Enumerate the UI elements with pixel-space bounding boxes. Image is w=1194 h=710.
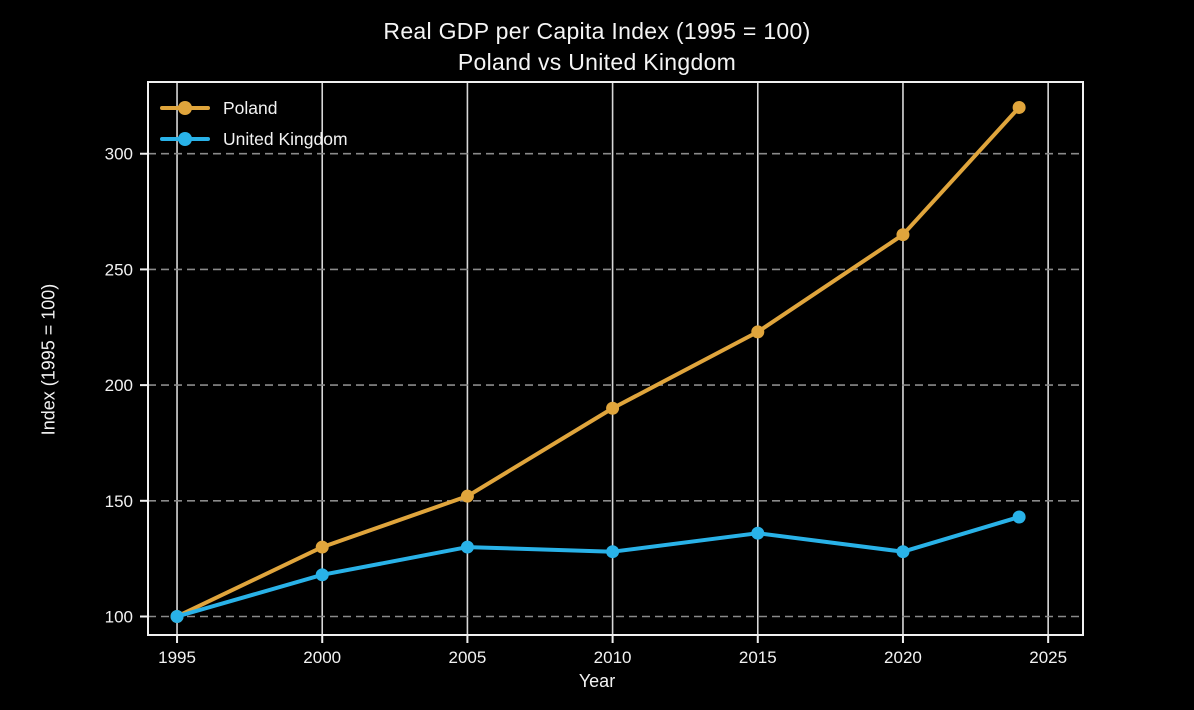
data-point-poland [1012, 100, 1026, 114]
legend-label: Poland [223, 97, 278, 118]
legend-label: United Kingdom [223, 128, 348, 149]
legend-item-united-kingdom: United Kingdom [160, 126, 348, 152]
chart-legend: Poland United Kingdom [160, 95, 348, 152]
x-tick-label: 1995 [158, 648, 196, 667]
x-tick-label: 2005 [448, 648, 486, 667]
legend-marker-icon [160, 101, 210, 115]
data-point-poland [606, 401, 620, 415]
data-point-united-kingdom [751, 526, 765, 540]
y-tick-label: 250 [105, 260, 133, 279]
data-point-united-kingdom [896, 545, 910, 559]
chart-title-line1: Real GDP per Capita Index (1995 = 100) [383, 18, 811, 44]
chart-title: Real GDP per Capita Index (1995 = 100) P… [0, 16, 1194, 78]
chart-title-line2: Poland vs United Kingdom [457, 49, 737, 75]
legend-marker-icon [160, 132, 210, 146]
axes-spine [147, 81, 1084, 636]
data-point-poland [896, 228, 910, 242]
data-point-united-kingdom [1012, 510, 1026, 524]
x-tick-label: 2025 [1029, 648, 1067, 667]
data-point-poland [315, 540, 329, 554]
y-tick-label: 150 [105, 492, 133, 511]
x-tick-label: 2010 [594, 648, 632, 667]
y-tick-label: 300 [105, 145, 133, 164]
series-line-poland [175, 105, 1022, 619]
series-line-united-kingdom [175, 514, 1022, 619]
legend-item-poland: Poland [160, 95, 348, 121]
data-point-poland [460, 489, 474, 503]
x-tick-label: 2015 [739, 648, 777, 667]
y-tick-label: 200 [105, 376, 133, 395]
data-point-united-kingdom [315, 568, 329, 582]
data-point-united-kingdom [460, 540, 474, 554]
y-tick-label: 100 [105, 607, 133, 626]
y-axis-label: Index (1995 = 100) [38, 283, 59, 436]
x-axis-label: Year [578, 671, 616, 691]
data-point-united-kingdom [606, 545, 620, 559]
x-tick-label: 2000 [303, 648, 341, 667]
data-point-united-kingdom [170, 609, 184, 623]
data-point-poland [751, 325, 765, 339]
x-tick-label: 2020 [884, 648, 922, 667]
